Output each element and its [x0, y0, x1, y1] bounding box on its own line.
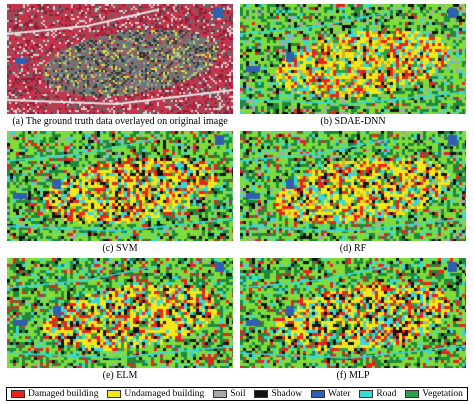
panel-d-map [240, 131, 466, 241]
legend-item-damaged-building: Damaged building [11, 389, 98, 399]
panel-a-image [7, 4, 233, 114]
panel-b-map [240, 4, 466, 114]
caption-f: (f) MLP [336, 370, 370, 381]
panel-d-rf [240, 131, 466, 241]
panel-c-map [7, 131, 233, 241]
legend-swatch [405, 390, 420, 398]
legend-label: Water [327, 389, 351, 399]
caption-c: (c) SVM [102, 243, 138, 254]
legend-swatch [254, 390, 269, 398]
legend: Damaged building Undamaged building Soil… [6, 387, 468, 401]
caption-a: (a) The ground truth data overlayed on o… [12, 116, 228, 127]
caption-b: (b) SDAE-DNN [320, 116, 386, 127]
legend-label: Vegetation [422, 389, 463, 399]
legend-label: Road [376, 389, 397, 399]
caption-e: (e) ELM [102, 370, 138, 381]
legend-swatch [213, 390, 228, 398]
legend-swatch [107, 390, 122, 398]
panel-f-mlp [240, 258, 466, 368]
legend-swatch [11, 390, 25, 398]
legend-item-vegetation: Vegetation [405, 389, 463, 399]
legend-swatch [359, 390, 374, 398]
legend-label: Undamaged building [124, 389, 205, 399]
panel-a-ground-truth-image [7, 4, 233, 114]
legend-item-soil: Soil [213, 389, 246, 399]
legend-label: Soil [230, 389, 246, 399]
legend-item-road: Road [359, 389, 396, 399]
panel-c-svm [7, 131, 233, 241]
panel-e-map [7, 258, 233, 368]
legend-label: Shadow [271, 389, 303, 399]
caption-d: (d) RF [339, 243, 367, 254]
legend-swatch [310, 390, 325, 398]
panel-f-map [240, 258, 466, 368]
legend-label: Damaged building [28, 389, 99, 399]
legend-item-undamaged-building: Undamaged building [107, 389, 204, 399]
legend-item-shadow: Shadow [254, 389, 302, 399]
panel-b-sdae-dnn [240, 4, 466, 114]
legend-item-water: Water [310, 389, 351, 399]
panel-e-elm [7, 258, 233, 368]
